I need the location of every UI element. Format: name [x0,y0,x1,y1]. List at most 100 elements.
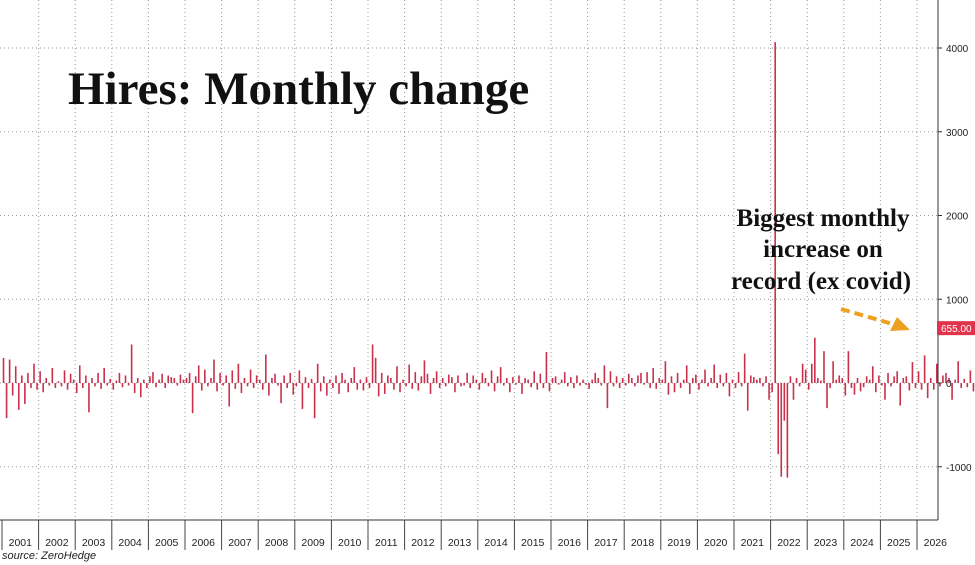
bar [207,383,209,387]
bar [923,355,926,383]
bar [566,383,569,387]
bar [377,383,380,397]
bar [27,372,29,383]
bar [127,383,130,386]
bar [14,366,17,383]
x-tick-label: 2025 [887,537,911,549]
bar [871,366,874,383]
bar [600,383,603,386]
bar [661,379,664,383]
bar [143,379,145,383]
bar [368,383,371,389]
bar [878,375,880,383]
last-value-label: 655.00 [941,324,972,335]
bar [862,383,865,388]
bar [304,377,307,383]
bar [783,383,786,421]
bar [85,375,87,383]
bar [917,371,920,383]
bar [24,383,26,404]
bar [356,383,359,390]
bar [420,376,423,383]
bar [682,379,685,383]
bar [283,375,285,383]
y-axis-ticks: 4000 3000 2000 1000 0 -1000 [946,44,972,474]
bar [786,383,789,478]
bar [335,375,337,383]
bar [512,377,514,383]
bar [164,383,166,389]
source-note: source: ZeroHedge [2,550,96,562]
bar [676,372,679,383]
bar [161,373,163,383]
bar [460,383,462,387]
bar [322,376,325,383]
bar [371,344,374,383]
bar [493,383,496,392]
callout-line-1: Biggest monthly [737,205,910,232]
bar [444,383,447,387]
bar [902,377,905,383]
bar [396,366,398,383]
bar [234,383,237,389]
bar [646,372,648,383]
bar [8,359,11,383]
bar [505,377,508,383]
bar [48,383,51,386]
bar [438,383,441,389]
bar [765,376,767,383]
bar [54,383,57,389]
bar [353,367,356,383]
bar [716,383,719,389]
bar [155,383,157,388]
x-tick-label: 2004 [118,537,142,549]
bar [740,383,743,387]
bar [832,361,834,383]
bar [149,376,151,383]
bar [591,379,593,383]
x-tick-label: 2018 [631,537,655,549]
bar [954,379,956,383]
bar [307,383,310,389]
bar [649,383,651,389]
bar [387,375,389,383]
bar [576,375,578,383]
bar [100,383,102,389]
bar [499,367,502,383]
bar [865,376,868,383]
bar [926,383,929,399]
bar [338,383,340,394]
bar [609,371,612,383]
bar [313,383,316,419]
x-tick-label: 2001 [9,537,33,549]
bar [853,383,856,395]
bar [893,376,895,383]
bar [518,375,520,383]
bar [914,383,917,389]
bar [749,375,752,383]
bar [637,375,639,383]
callout-line-2: increase on [763,236,883,263]
bar [582,379,584,383]
last-value-badge: 655.00 [937,321,975,336]
bar [530,383,532,388]
bar [627,373,630,383]
bar [829,383,831,389]
bar [655,383,658,389]
bar [624,383,627,386]
bar [182,379,185,383]
x-tick-label: 2017 [594,537,618,549]
bar [762,383,764,387]
bar [60,383,63,387]
bar [271,377,273,383]
bar [634,383,636,387]
bar [615,376,618,383]
bar [563,372,566,383]
bar [545,352,548,383]
bar [63,370,66,383]
bar [222,383,224,386]
bar [136,377,139,383]
bar [896,371,898,383]
bar [792,383,795,400]
bar [289,372,292,383]
